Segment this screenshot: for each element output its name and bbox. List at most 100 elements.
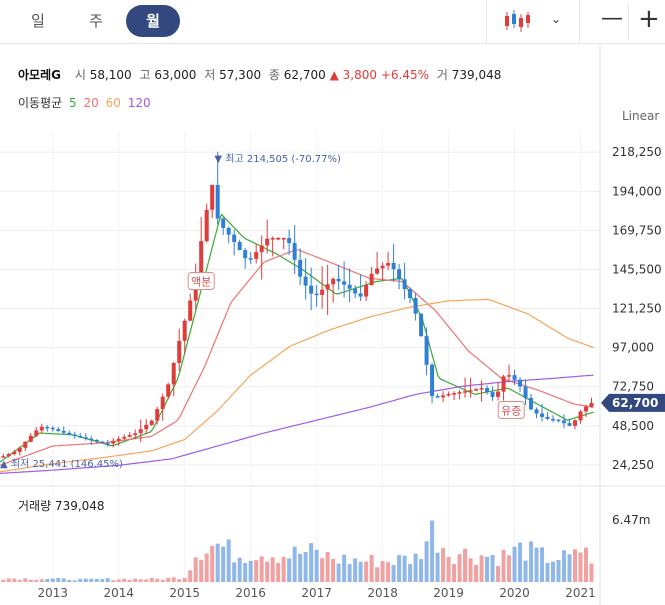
volume-bar [518,542,523,582]
volume-bar [589,563,594,582]
volume-bar [457,554,462,582]
volume-bar [122,578,127,582]
high-label: 고 [139,68,151,82]
candle-body [116,438,121,441]
y-tick-label: 145,500 [612,262,662,276]
volume-bar [56,578,61,582]
candle-body [507,375,512,377]
candle-body [78,435,83,438]
scale-mode-toggle[interactable]: Linear [622,109,660,123]
candle-body [72,434,77,437]
candle-body [215,184,220,219]
volume-bar [413,553,418,582]
x-tick-label: 2019 [433,586,464,600]
volume-bar [463,548,468,582]
volume-bar [160,579,165,582]
change-value: ▲ 3,800 [329,68,378,82]
candle-body [204,209,209,242]
candlestick-icon [505,10,530,32]
volume-bar [479,555,484,582]
open-value: 58,100 [89,68,132,82]
volume-bar [182,578,187,582]
volume-bar [534,547,539,582]
x-tick-label: 2017 [301,586,332,600]
candle-body [281,238,286,240]
x-tick-label: 2020 [499,586,530,600]
low-value: 57,300 [219,68,262,82]
volume-bar [573,549,578,582]
chevron-down-icon: ⌄ [551,12,562,26]
candle-body [254,252,259,259]
ma5-legend[interactable]: 5 [69,96,77,110]
volume-bar [353,558,358,582]
candle-body [45,426,50,429]
candle-body [133,433,138,436]
high-value: 63,000 [154,68,197,82]
volume-bar [61,578,66,582]
volume-bar [177,579,182,582]
tab-weekly[interactable]: 주 [89,12,103,30]
volume-bar [100,579,105,582]
candle-body [523,386,528,398]
tab-monthly[interactable]: 월 [126,5,180,37]
volume-bar [309,543,314,582]
tab-daily[interactable]: 일 [31,12,45,30]
chart-type-button[interactable]: ⌄ [486,0,580,44]
candle-body [83,437,88,439]
zoom-in-button[interactable]: + [628,4,665,40]
candle-body [336,278,341,282]
event-marker [497,401,525,420]
volume-bar [226,539,231,582]
volume-bar [468,558,473,582]
y-tick-label: 121,250 [612,302,662,316]
candle-body [342,281,347,285]
candle-body [309,285,314,294]
candle-body [127,435,132,437]
candle-body [320,289,325,295]
volume-bar [149,577,154,582]
candle-body [56,429,61,431]
change-percent: +6.45% [380,68,430,82]
candle-body [369,273,374,286]
candle-body [468,390,473,392]
volume-bar [342,554,347,582]
volume-bar [171,577,176,582]
y-tick-label: 72,750 [612,380,654,394]
ma20-line [0,249,594,466]
volume-bar [562,550,567,582]
volume-bar [265,561,270,582]
volume-bar [155,578,160,582]
candle-body [567,423,572,426]
candle-body [303,276,308,286]
volume-bar [331,558,336,582]
candle-body [457,392,462,394]
candle-body [358,293,363,297]
y-tick-label: 194,000 [612,184,662,198]
candle-body [540,413,545,417]
candle-body [177,340,182,363]
ma-legend-label: 이동평균 [18,96,63,110]
volume-bar [270,557,275,582]
volume-bar [144,579,149,582]
candle-body [501,376,506,392]
event-marker-label: 유증 [501,405,521,418]
volume-bar [540,547,545,582]
ma60-legend[interactable]: 60 [105,96,121,110]
ma20-legend[interactable]: 20 [83,96,99,110]
volume-bar [105,578,110,582]
ma120-legend[interactable]: 120 [127,96,151,110]
volume-bar [320,558,325,582]
volume-bar [34,579,39,582]
zoom-out-button[interactable]: — [601,6,623,31]
candle-body [182,320,187,341]
candle-body [347,284,352,289]
candle-body [94,440,99,442]
x-tick-label: 2018 [367,586,398,600]
candle-body [463,391,468,393]
candle-body [61,430,66,433]
candle-body [397,269,402,280]
event-marker [187,272,215,291]
volume-bar [276,562,281,582]
moving-average-lines [0,213,594,474]
